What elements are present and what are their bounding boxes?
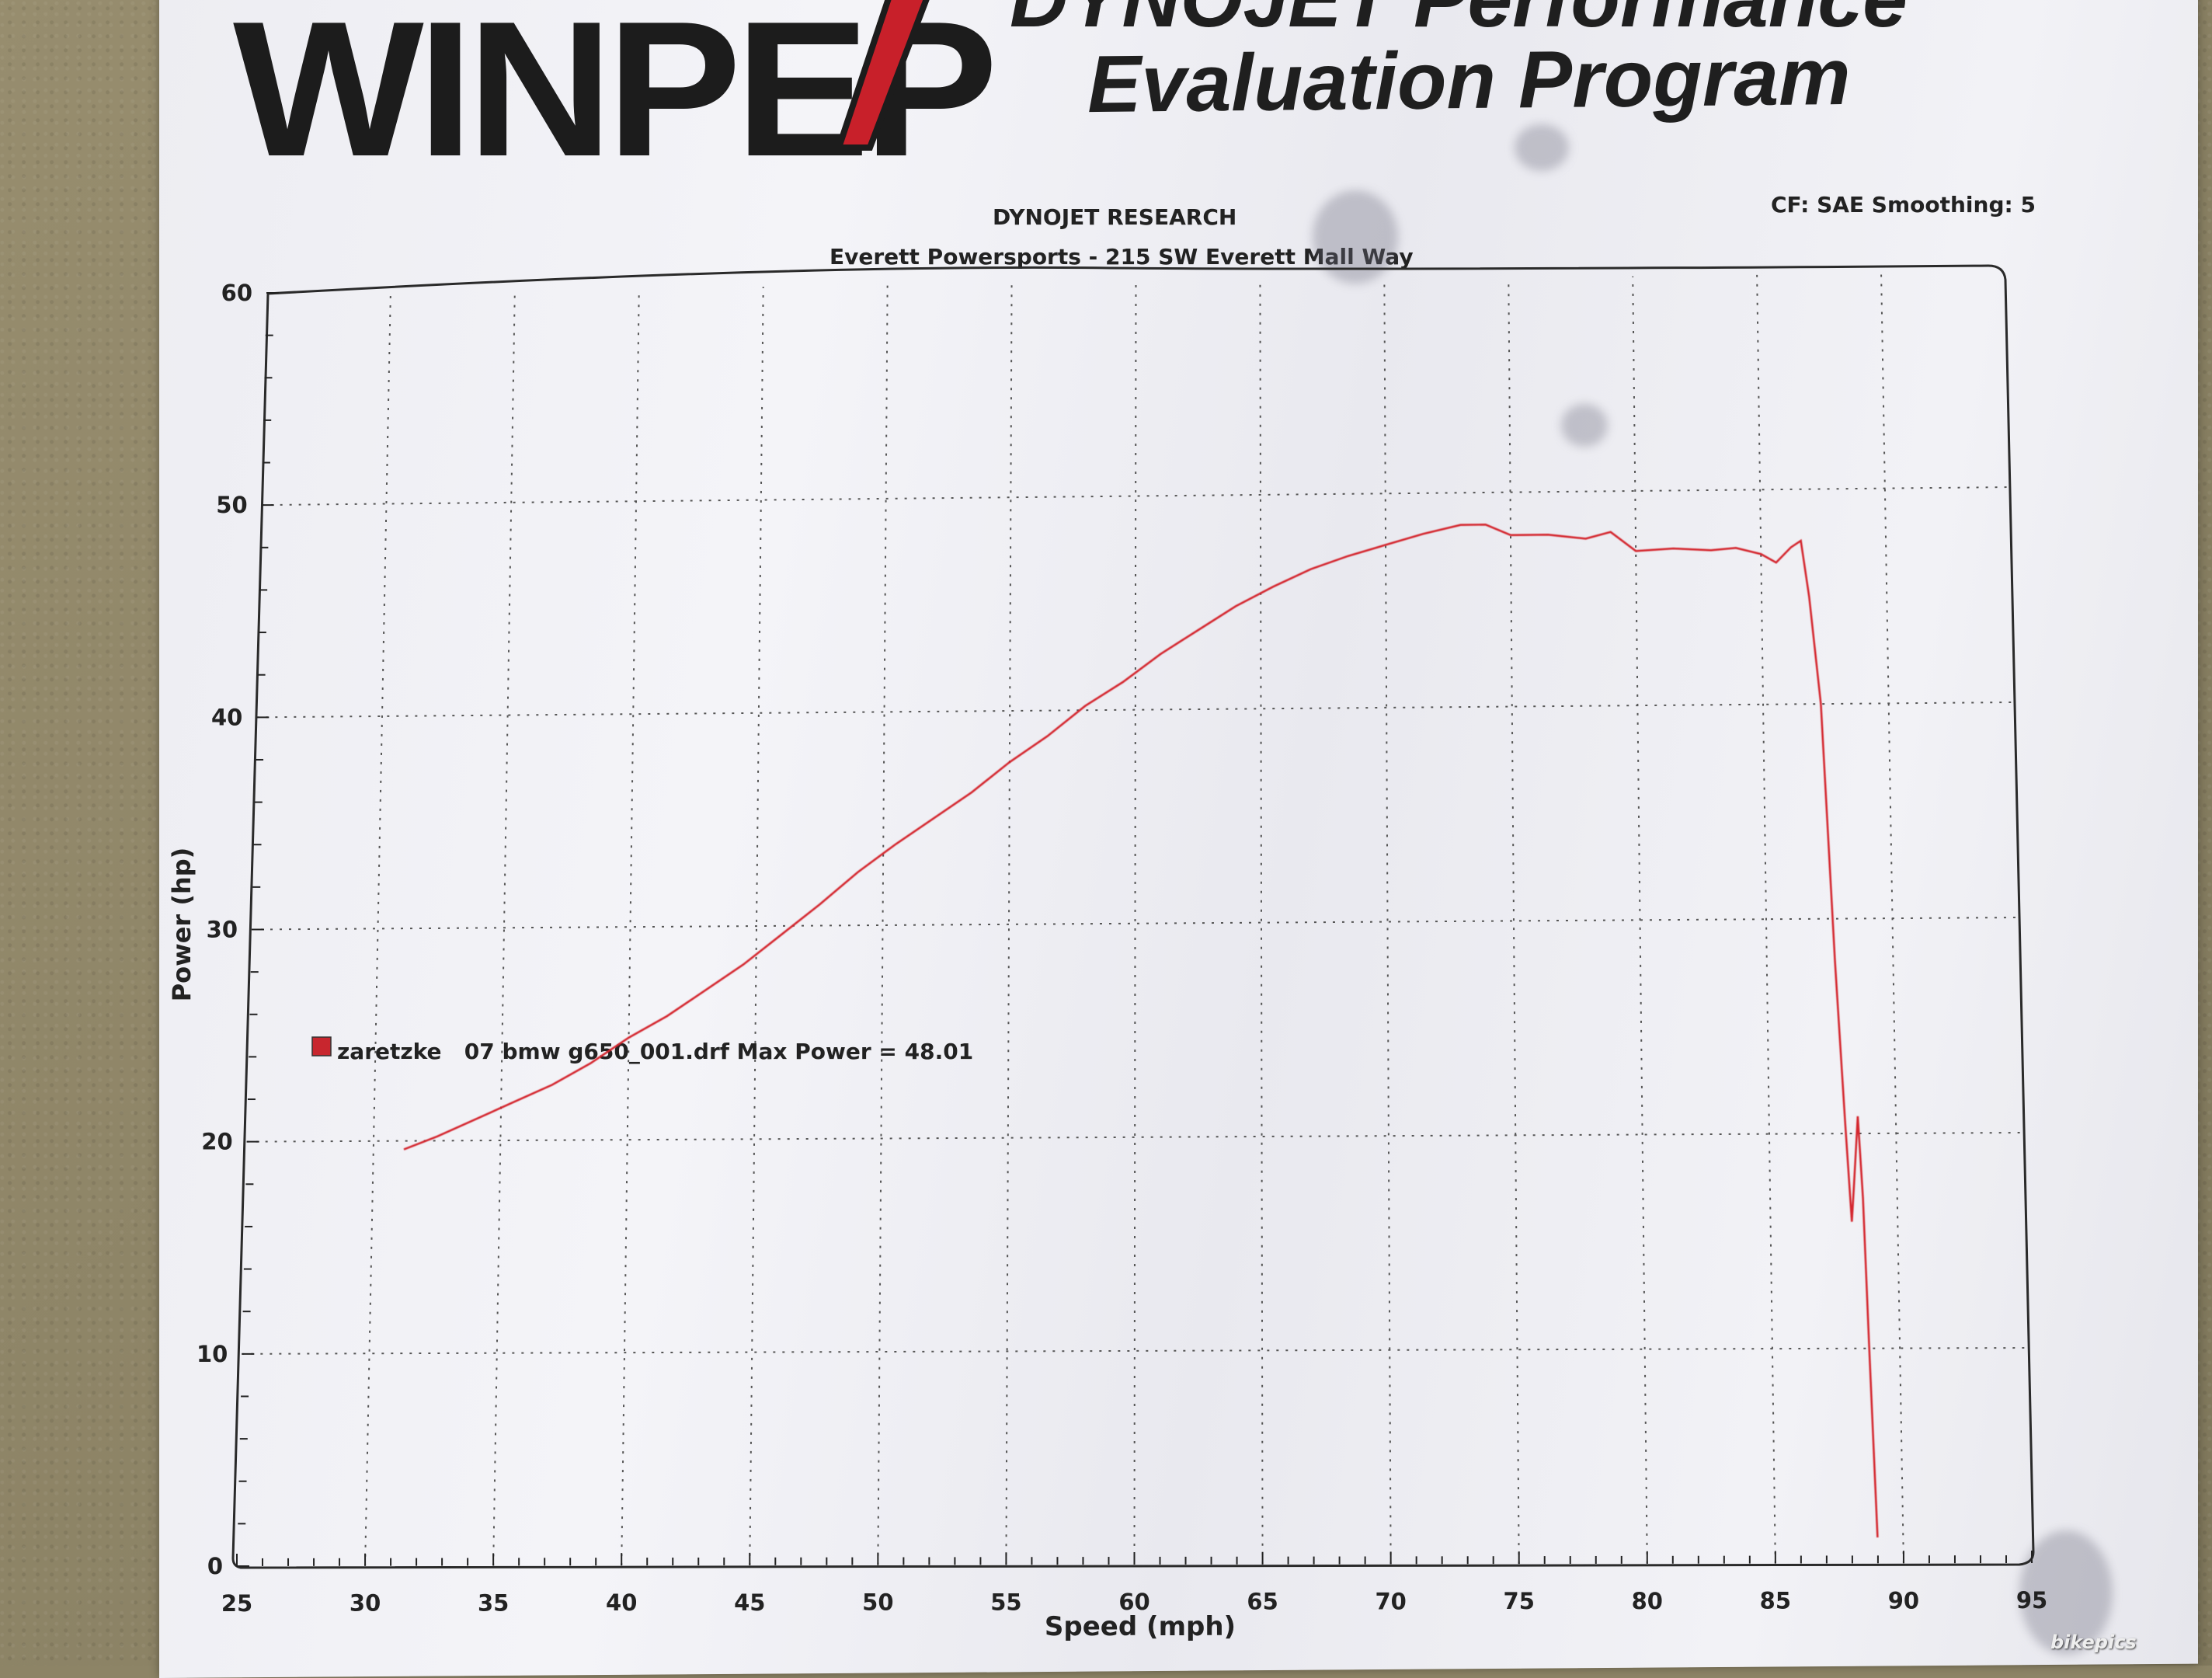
- y-tick-label: 10: [197, 1341, 228, 1367]
- x-tick-label: 35: [478, 1589, 509, 1616]
- paper-stain: [2019, 1530, 2113, 1655]
- x-tick-label: 25: [221, 1590, 252, 1617]
- x-tick-label: 75: [1504, 1588, 1535, 1614]
- grid-line-x: [364, 291, 391, 1566]
- grid-line-y: [261, 486, 2010, 507]
- grid-horizontal-lines: [242, 486, 2028, 1355]
- x-tick-label: 40: [606, 1589, 637, 1616]
- y-tick-label: 30: [207, 917, 238, 943]
- paper-stain: [1515, 124, 1569, 171]
- x-tick-label: 60: [1118, 1589, 1149, 1615]
- paper-stain: [1561, 404, 1608, 447]
- program-title-line1: DYNOJET Performance: [1010, 0, 1908, 46]
- y-axis-label: Power (hp): [167, 848, 197, 1002]
- x-tick-label: 50: [862, 1589, 893, 1616]
- x-tick-label: 95: [2016, 1587, 2047, 1614]
- grid-line-x: [621, 288, 640, 1566]
- y-tick-label: 0: [207, 1553, 223, 1579]
- shop-location: Everett Powersports - 215 SW Everett Mal…: [830, 244, 1414, 270]
- grid-line-y: [256, 701, 2015, 719]
- y-tick-label: 40: [211, 704, 242, 730]
- x-tick-label: 65: [1247, 1589, 1278, 1615]
- legend-series-label: zaretzke 07 bmw g650_001.drf Max Power =…: [337, 1039, 973, 1064]
- power-curve-line: [403, 523, 1879, 1538]
- y-tick-label: 50: [216, 492, 247, 518]
- y-tick-label: 60: [221, 280, 252, 306]
- plot-border: [231, 264, 2035, 1569]
- bikepics-watermark: bikepics: [2050, 1631, 2137, 1653]
- grid-line-x: [1133, 282, 1137, 1565]
- x-tick-label: 45: [734, 1589, 765, 1616]
- plot-frame: [231, 264, 2035, 1569]
- grid-line-x: [1632, 276, 1648, 1564]
- x-tick-label: 80: [1632, 1588, 1663, 1614]
- correction-factor-info: CF: SAE Smoothing: 5: [1771, 192, 2036, 218]
- logo-red-slash-icon: [839, 0, 930, 151]
- legend: zaretzke 07 bmw g650_001.drf Max Power =…: [311, 1036, 973, 1064]
- grid-vertical-lines: [364, 273, 1904, 1566]
- grid-line-x: [492, 290, 516, 1566]
- x-tick-labels: 25 30 35 40 45 50 55 60 65 70 75 80 85 90 95: [221, 1587, 2047, 1617]
- company-name: DYNOJET RESEARCH: [993, 204, 1237, 230]
- x-tick-label: 30: [350, 1590, 381, 1617]
- x-tick-label: 90: [1888, 1587, 1919, 1614]
- legend-swatch: [311, 1036, 332, 1057]
- y-tick-label: 20: [201, 1129, 232, 1155]
- axis-minor-ticks: [236, 292, 2033, 1567]
- y-tick-labels: 0 10 20 30 40 50 60: [197, 280, 252, 1579]
- x-tick-label: 55: [990, 1589, 1021, 1615]
- x-axis-label: Speed (mph): [1045, 1611, 1236, 1642]
- x-tick-label: 70: [1375, 1588, 1406, 1614]
- x-tick-label: 85: [1760, 1588, 1791, 1614]
